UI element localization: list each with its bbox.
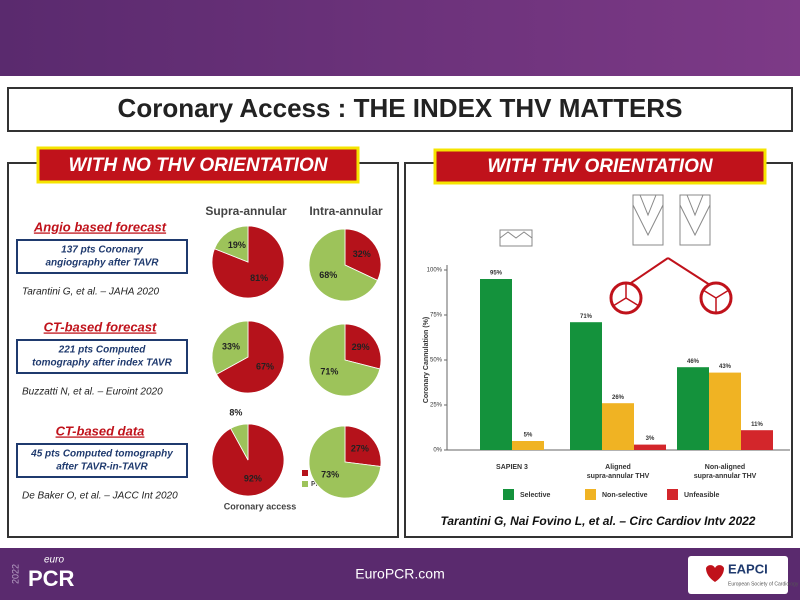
pie-slice bbox=[344, 323, 382, 370]
row-citation: Buzzatti N, et al. – Euroint 2020 bbox=[22, 387, 163, 398]
slide-title: Coronary Access : THE INDEX THV MATTERS bbox=[118, 93, 683, 123]
pie-label: 71% bbox=[320, 367, 338, 377]
pie-slice bbox=[344, 425, 382, 467]
y-tick-label: 25% bbox=[430, 403, 443, 409]
bar-label: 11% bbox=[751, 422, 763, 428]
bar-label: 5% bbox=[524, 433, 533, 439]
logo-subtext: European Society of Cardiology bbox=[728, 581, 799, 587]
x-tick-label: supra-annular THV bbox=[694, 473, 757, 480]
pie-label: 81% bbox=[250, 273, 268, 283]
bar-label: 95% bbox=[490, 271, 503, 277]
row-box-text: 221 pts Computed bbox=[58, 345, 147, 356]
orientation-diagram bbox=[609, 257, 733, 315]
pie-label: 92% bbox=[244, 474, 262, 484]
header-band bbox=[0, 0, 800, 76]
bar bbox=[602, 403, 634, 450]
pie-label: 67% bbox=[256, 361, 274, 371]
pie-slice bbox=[230, 423, 249, 461]
pie-label: 73% bbox=[321, 469, 339, 479]
x-tick-label: Aligned bbox=[605, 464, 631, 471]
brand: PCR bbox=[28, 566, 75, 591]
logo-heart bbox=[706, 565, 724, 582]
legend-swatch bbox=[302, 481, 308, 487]
row-title: CT-based forecast bbox=[44, 319, 157, 334]
bar-label: 3% bbox=[646, 436, 655, 442]
left-heading: WITH NO THV ORIENTATION bbox=[69, 155, 329, 176]
y-tick-label: 100% bbox=[427, 268, 443, 274]
right-citation: Tarantini G, Nai Fovino L, et al. – Circ… bbox=[441, 514, 756, 528]
pie-label: 33% bbox=[222, 341, 240, 351]
bar-label: 71% bbox=[580, 314, 593, 320]
pie-slice bbox=[214, 225, 249, 263]
legend-swatch bbox=[302, 470, 308, 476]
row-box-text: 45 pts Computed tomography bbox=[30, 449, 173, 460]
logo-box bbox=[688, 556, 788, 594]
pie-caption: Coronary access bbox=[224, 501, 297, 511]
bar-label: 43% bbox=[719, 364, 732, 370]
legend-label: Unfeasible bbox=[684, 492, 720, 499]
pie-slice bbox=[308, 323, 381, 397]
legend-swatch bbox=[585, 489, 596, 500]
pie-slice bbox=[211, 320, 249, 375]
y-tick-label: 0% bbox=[433, 448, 442, 454]
row-title: CT-based data bbox=[56, 423, 145, 438]
y-tick-label: 75% bbox=[430, 313, 443, 319]
x-tick-label: SAPIEN 3 bbox=[496, 464, 528, 471]
pie-label: 29% bbox=[352, 342, 370, 352]
row-box-text: tomography after index TAVR bbox=[32, 358, 172, 369]
pie-slice bbox=[344, 228, 382, 281]
pie-label: 27% bbox=[351, 443, 369, 453]
legend-swatch bbox=[667, 489, 678, 500]
row-box bbox=[16, 239, 188, 274]
pie-slice bbox=[215, 320, 285, 394]
row-citation: Tarantini G, et al. – JAHA 2020 bbox=[22, 287, 160, 298]
right-heading-box bbox=[433, 148, 767, 185]
logo-text: EAPCI bbox=[728, 561, 768, 576]
right-heading: WITH THV ORIENTATION bbox=[487, 156, 713, 177]
brand-small: euro bbox=[44, 555, 64, 566]
brand-year: 2022 bbox=[10, 564, 20, 584]
column-label: Supra-annular bbox=[205, 204, 287, 218]
x-tick-label: Non-aligned bbox=[705, 464, 745, 471]
x-tick-label: supra-annular THV bbox=[587, 473, 650, 480]
legend-label: Selective bbox=[520, 492, 550, 499]
pie-label: 32% bbox=[353, 249, 371, 259]
row-box bbox=[16, 339, 188, 374]
pie-label: 8% bbox=[229, 407, 242, 417]
bar bbox=[741, 430, 773, 450]
bar bbox=[634, 444, 666, 450]
column-label: Intra-annular bbox=[309, 204, 383, 218]
legend-label: Non-selective bbox=[602, 492, 648, 499]
bar-label: 46% bbox=[687, 359, 700, 365]
pie-label: 19% bbox=[228, 240, 246, 250]
legend-swatch bbox=[503, 489, 514, 500]
footer-url: EuroPCR.com bbox=[355, 566, 444, 582]
y-tick-label: 50% bbox=[430, 358, 443, 364]
bar bbox=[480, 279, 512, 450]
valve-illustrations bbox=[499, 194, 711, 247]
bar bbox=[709, 372, 741, 450]
row-title: Angio based forecast bbox=[33, 219, 167, 234]
row-box-text: angiography after TAVR bbox=[46, 258, 160, 269]
bar bbox=[677, 367, 709, 450]
bar-label: 26% bbox=[612, 395, 625, 401]
pie-slice bbox=[308, 425, 382, 499]
row-box bbox=[16, 443, 188, 478]
y-axis-label: Coronary Cannulation (%) bbox=[423, 317, 430, 403]
bar bbox=[570, 322, 602, 450]
row-box-text: after TAVR-in-TAVR bbox=[56, 462, 148, 473]
row-box-text: 137 pts Coronary bbox=[61, 245, 143, 256]
title-box bbox=[7, 87, 793, 132]
pie-slice bbox=[308, 228, 379, 302]
pie-label: 68% bbox=[319, 270, 337, 280]
footer-band bbox=[0, 548, 800, 600]
row-citation: De Baker O, et al. – JACC Int 2020 bbox=[22, 491, 178, 502]
left-heading-box bbox=[36, 146, 360, 184]
bar bbox=[512, 441, 544, 450]
